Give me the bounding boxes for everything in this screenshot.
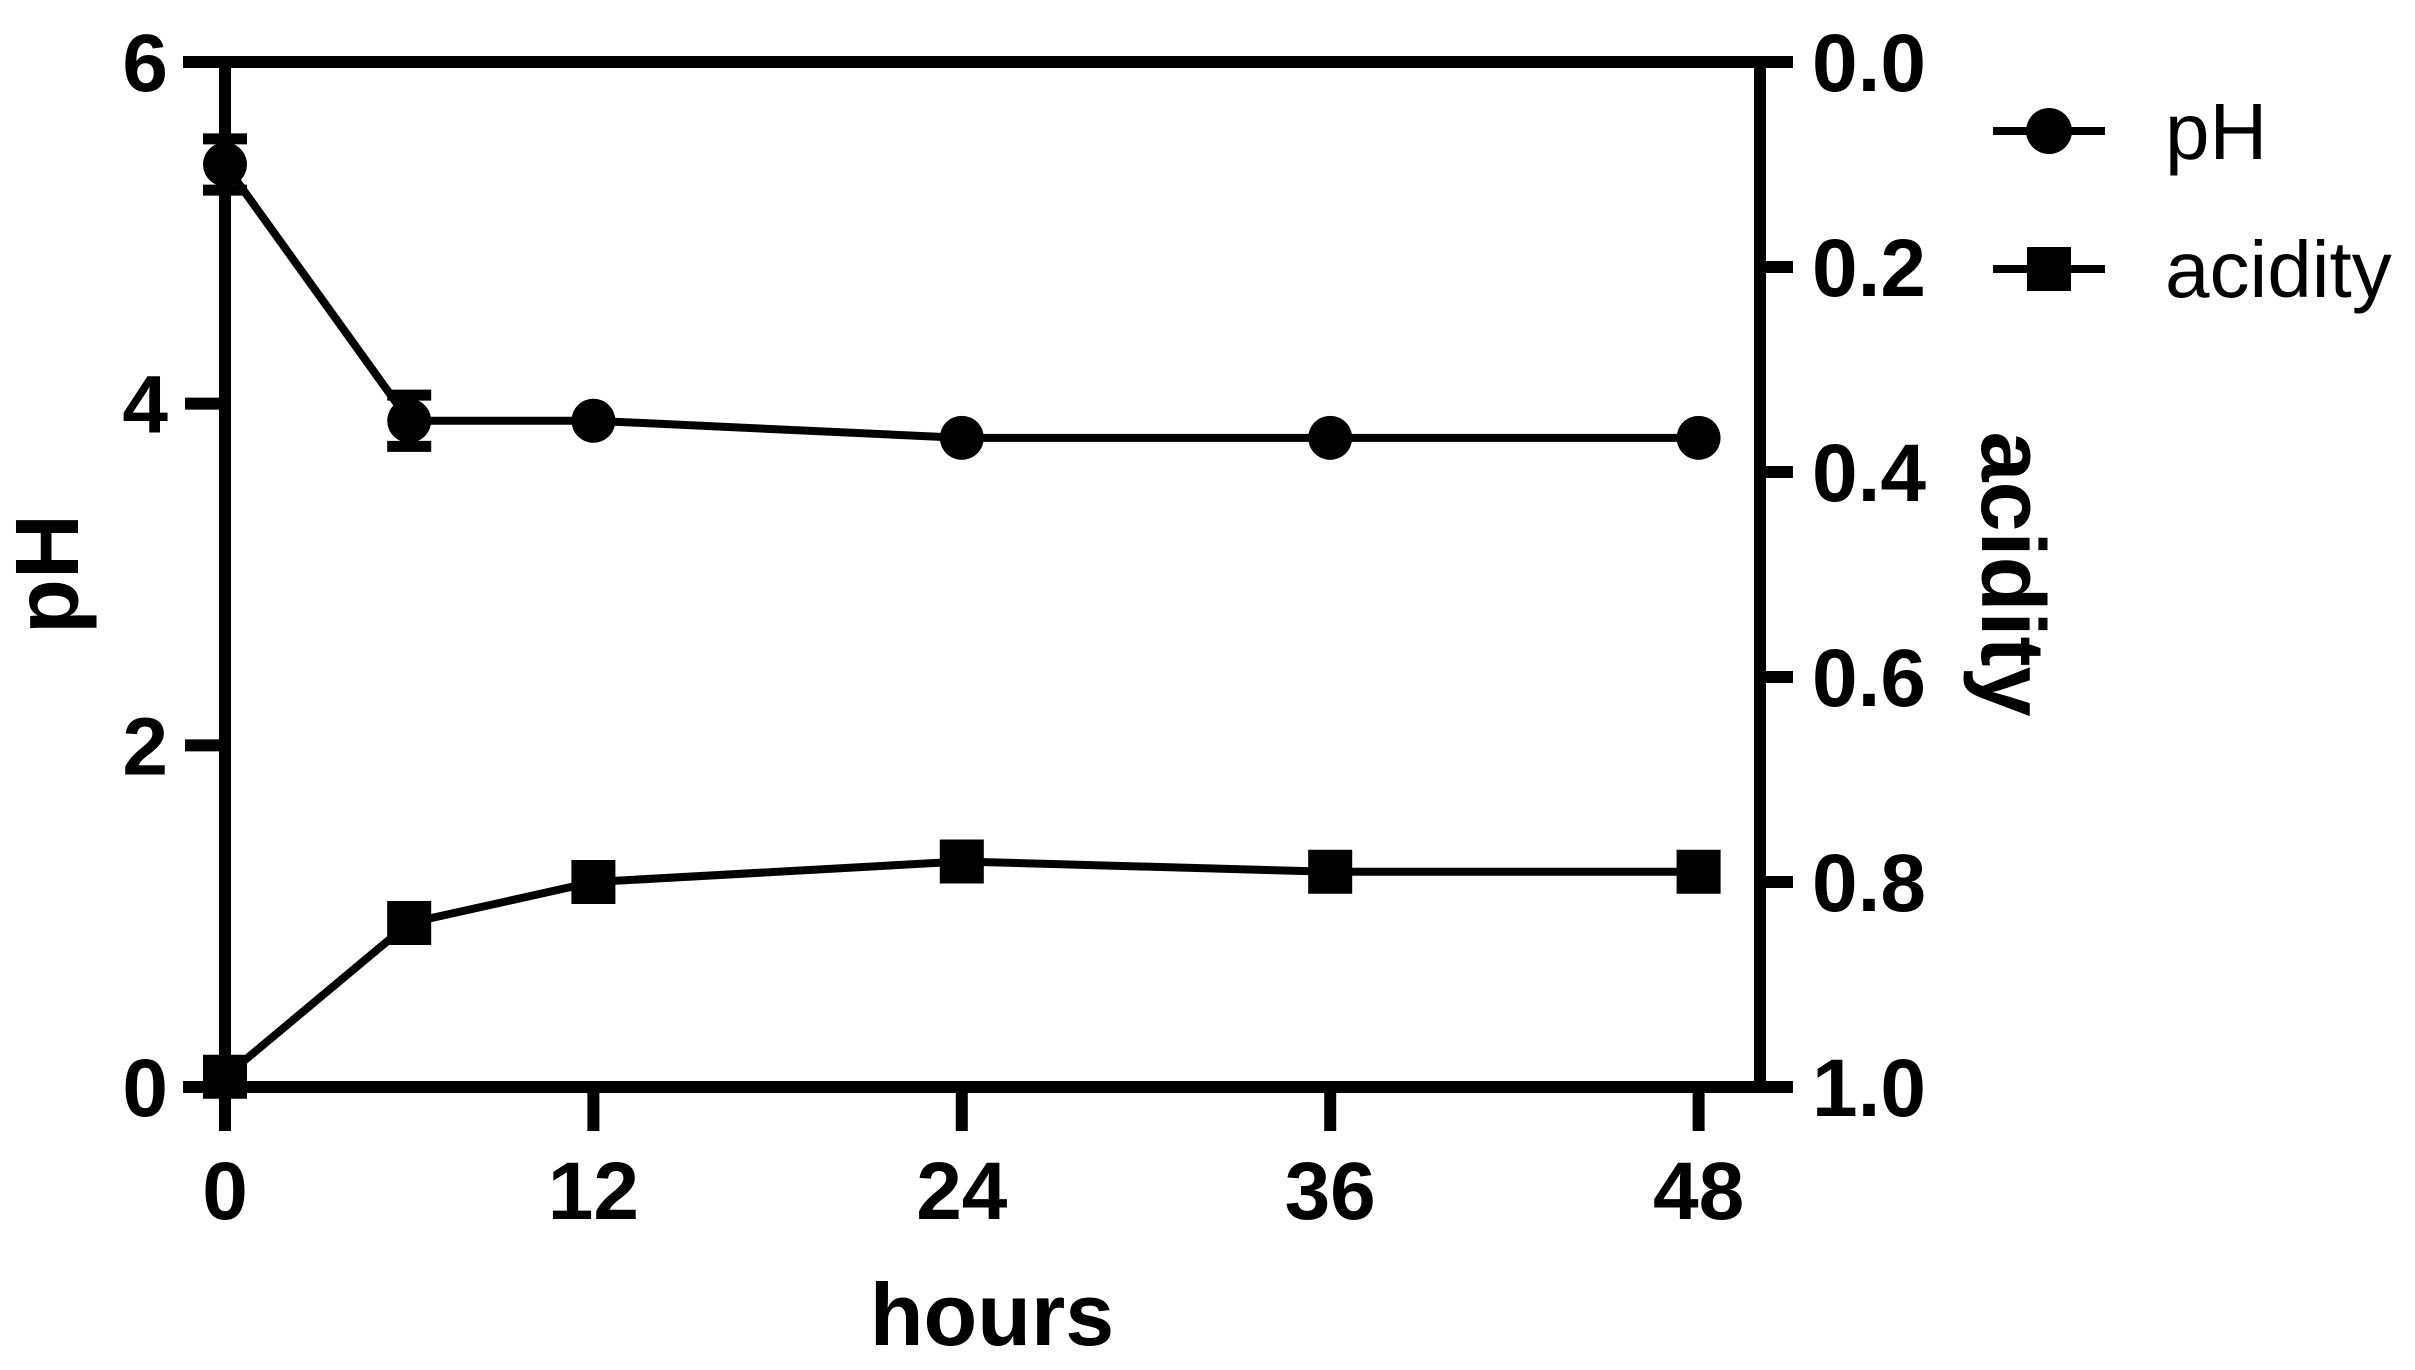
series-ph	[203, 133, 1721, 460]
series-line-acidity	[222, 857, 1699, 1080]
x-axis-tick-label: 48	[1653, 1146, 1744, 1237]
right-axis-title: acidity	[1962, 431, 2062, 716]
left-axis-tick-label: 6	[122, 18, 168, 109]
data-point-acidity-12h	[571, 860, 616, 904]
right-axis-tick-label: 0.4	[1812, 428, 1926, 519]
legend-label: pH	[2165, 87, 2267, 176]
x-axis: 0 12 24 36 48 hours	[202, 1087, 1744, 1364]
data-point-ph-48h	[1676, 415, 1721, 460]
data-point-acidity-0h	[203, 1054, 247, 1099]
left-axis-tick-label: 2	[122, 701, 168, 792]
left-axis-tick-label: 4	[122, 360, 168, 451]
legend-label: acidity	[2165, 225, 2392, 314]
right-axis-tick-label: 0.0	[1812, 18, 1926, 109]
plot-frame	[183, 56, 1793, 1093]
x-axis-tick-label: 24	[916, 1146, 1008, 1237]
x-axis-title: hours	[870, 1265, 1114, 1364]
right-axis: 0.0 0.2 0.4 0.6 0.8 1.0 acidity	[1760, 18, 2062, 1134]
left-axis-tick-label: 0	[122, 1043, 168, 1134]
x-axis-tick-label: 12	[548, 1146, 639, 1237]
right-axis-tick-label: 0.2	[1812, 223, 1926, 314]
right-axis-tick-label: 0.8	[1812, 838, 1926, 929]
left-axis-title: pH	[0, 514, 98, 634]
data-point-acidity-36h	[1308, 849, 1353, 894]
legend-item-ph: pH	[1993, 87, 2267, 176]
x-axis-tick-label: 36	[1285, 1146, 1376, 1237]
series-line-ph	[221, 162, 1699, 442]
legend-square-marker-icon	[2027, 247, 2071, 291]
data-point-acidity-6h	[387, 901, 432, 945]
right-axis-tick-label: 0.6	[1812, 633, 1926, 724]
data-point-ph-12h	[571, 398, 616, 443]
legend-circle-marker-icon	[2026, 108, 2072, 154]
data-point-acidity-48h	[1676, 849, 1721, 894]
data-point-ph-6h	[387, 398, 432, 443]
data-point-ph-0h	[203, 142, 247, 187]
series-acidity	[203, 839, 1721, 1099]
data-point-ph-36h	[1308, 415, 1353, 460]
right-axis-tick-label: 1.0	[1812, 1043, 1926, 1134]
left-axis: 6 4 2 0 pH	[0, 18, 225, 1134]
x-axis-tick-label: 0	[202, 1146, 248, 1237]
data-point-acidity-24h	[939, 839, 984, 884]
legend: pH acidity	[1993, 87, 2392, 314]
data-point-ph-24h	[939, 415, 984, 460]
legend-item-acidity: acidity	[1993, 225, 2392, 314]
